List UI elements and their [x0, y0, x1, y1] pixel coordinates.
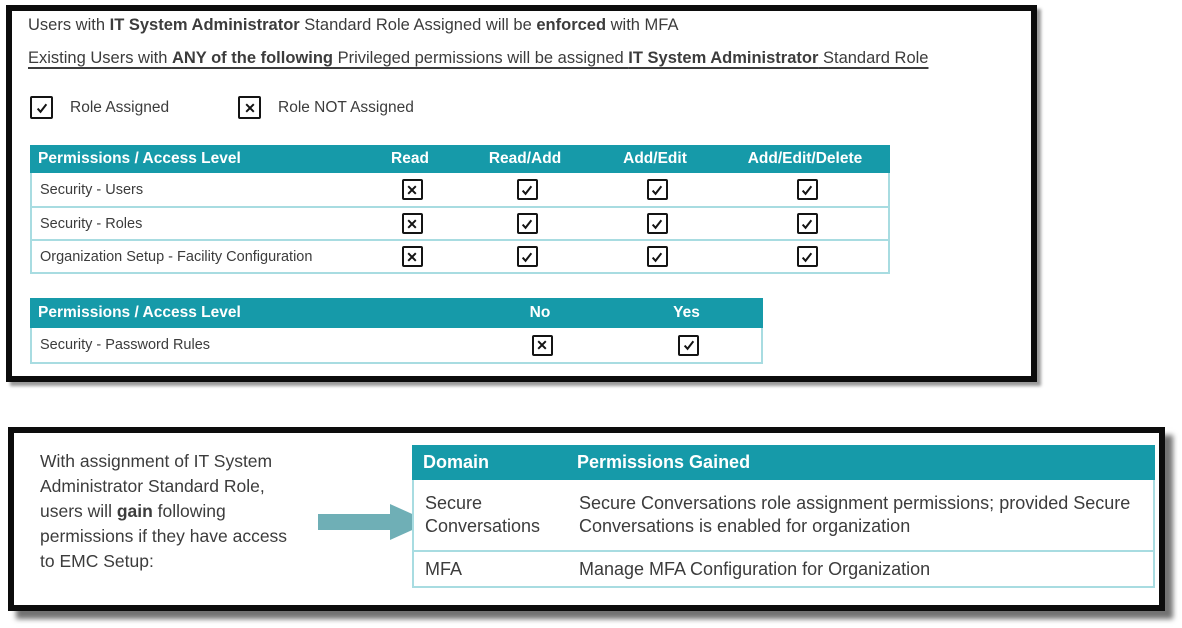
- checkbox-x-icon: [401, 179, 423, 200]
- text-segment-bold: IT System Administrator: [628, 49, 819, 67]
- checkbox-checked-icon: [646, 213, 668, 234]
- checkbox-checked-icon: [30, 96, 53, 119]
- checkbox-x-icon: [238, 96, 261, 119]
- column-header: Read: [391, 150, 429, 167]
- table-row: Organization Setup - Facility Configurat…: [32, 239, 888, 272]
- column-header: Permissions / Access Level: [38, 150, 241, 167]
- table-row: Security - Password Rules: [32, 328, 761, 362]
- row-label: Organization Setup - Facility Configurat…: [40, 248, 313, 265]
- checkbox-checked-icon: [796, 213, 818, 234]
- column-header: No: [529, 304, 551, 321]
- column-header: Add/Edit/Delete: [747, 150, 863, 167]
- checkbox-x-icon: [401, 246, 423, 267]
- text-segment-bold: IT System Administrator: [109, 16, 300, 34]
- checkbox-checked-icon: [516, 179, 538, 200]
- permissions-cell: Manage MFA Configuration for Organizatio…: [579, 558, 931, 579]
- table-body: Secure Conversations Secure Conversation…: [412, 480, 1155, 588]
- checkbox-checked-icon: [796, 179, 818, 200]
- row-label: Security - Password Rules: [40, 337, 211, 353]
- row-label: Security - Users: [40, 181, 144, 198]
- column-header: Yes: [673, 304, 700, 321]
- permissions-gained-panel: With assignment of IT System Administrat…: [8, 427, 1165, 611]
- legend-label: Role NOT Assigned: [278, 98, 414, 116]
- checkbox-checked-icon: [646, 246, 668, 267]
- table-header-row: Permissions / Access Level Read Read/Add…: [30, 145, 890, 173]
- row-label: Security - Roles: [40, 215, 143, 232]
- checkbox-checked-icon: [516, 246, 538, 267]
- existing-users-statement: Existing Users with ANY of the following…: [28, 48, 928, 69]
- table-header-row: Domain Permissions Gained: [412, 445, 1155, 480]
- text-segment-bold: gain: [116, 501, 153, 521]
- text-segment-bold: enforced: [536, 16, 607, 34]
- text-segment: Standard Role Assigned will be: [299, 16, 537, 34]
- text-segment: Standard Role: [818, 49, 929, 67]
- domain-cell: Secure Conversations: [425, 493, 541, 536]
- domain-cell: MFA: [425, 558, 463, 579]
- text-segment: following permissions if they have acces…: [40, 501, 288, 571]
- checkbox-checked-icon: [796, 246, 818, 267]
- table-header-row: Permissions / Access Level No Yes: [30, 298, 763, 328]
- checkbox-checked-icon: [646, 179, 668, 200]
- column-header: Domain: [423, 452, 490, 472]
- arrow-right-icon: [318, 504, 430, 540]
- assignment-note: With assignment of IT System Administrat…: [40, 449, 296, 574]
- mfa-enforcement-panel: Users with IT System Administrator Stand…: [6, 5, 1037, 382]
- column-header: Permissions Gained: [577, 452, 751, 472]
- table-row: MFA Manage MFA Configuration for Organiz…: [414, 550, 1153, 586]
- text-segment: Privileged permissions will be assigned: [332, 49, 629, 67]
- table-row: Security - Users: [32, 173, 888, 206]
- mfa-enforcement-statement: Users with IT System Administrator Stand…: [28, 15, 678, 36]
- table-row: Security - Roles: [32, 206, 888, 239]
- table-body: Security - Password Rules: [30, 328, 763, 364]
- gained-permissions-table: Domain Permissions Gained Secure Convers…: [412, 445, 1155, 588]
- checkbox-checked-icon: [678, 334, 699, 356]
- checkbox-checked-icon: [516, 213, 538, 234]
- checkbox-legend: Role Assigned Role NOT Assigned: [30, 96, 630, 122]
- permissions-cell: Secure Conversations role assignment per…: [579, 493, 1131, 536]
- text-segment: Users with: [28, 16, 110, 34]
- legend-item-role-not-assigned: Role NOT Assigned: [238, 96, 414, 119]
- permissions-access-table: Permissions / Access Level Read Read/Add…: [30, 145, 890, 274]
- checkbox-x-icon: [531, 334, 553, 356]
- column-header: Permissions / Access Level: [38, 304, 241, 321]
- text-segment: with MFA: [606, 16, 679, 34]
- text-segment: With assignment of IT System Administrat…: [40, 451, 273, 521]
- table-row: Secure Conversations Secure Conversation…: [414, 480, 1153, 550]
- password-rules-table: Permissions / Access Level No Yes Securi…: [30, 298, 763, 364]
- legend-label: Role Assigned: [70, 98, 170, 116]
- checkbox-x-icon: [401, 213, 423, 234]
- table-body: Security - Users Security - Roles Organi…: [30, 173, 890, 274]
- column-header: Read/Add: [488, 150, 562, 167]
- text-segment-bold: ANY of the following: [171, 49, 333, 67]
- legend-item-role-assigned: Role Assigned: [30, 96, 169, 119]
- text-segment: Existing Users with: [28, 49, 172, 67]
- column-header: Add/Edit: [623, 150, 687, 167]
